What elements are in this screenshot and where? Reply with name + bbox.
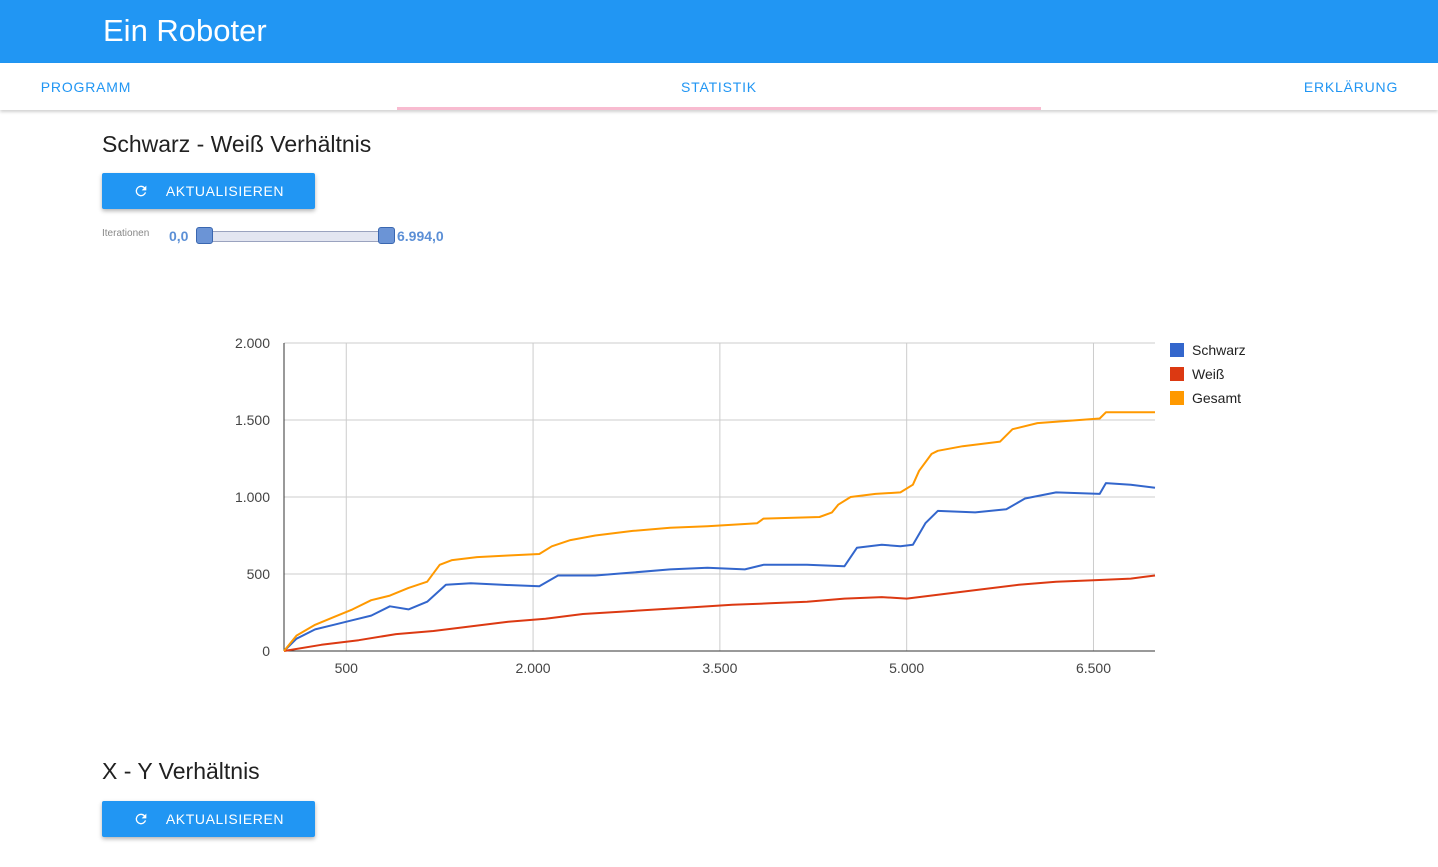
legend-label: Gesamt bbox=[1192, 390, 1242, 406]
chart-svg: 0 500 1.000 1.500 2.000 500 2.000 3.500 5.000 6.5… bbox=[235, 335, 1156, 676]
series-line-weiss bbox=[283, 574, 1156, 652]
tab-erklaerung[interactable]: ERKLÄRUNG bbox=[1303, 78, 1399, 95]
tab-statistik[interactable]: STATISTIK bbox=[681, 78, 757, 95]
app-bar: Ein Roboter bbox=[0, 0, 1438, 63]
tab-bar: PROGRAMM STATISTIK ERKLÄRUNG bbox=[0, 63, 1438, 110]
refresh-button-label: AKTUALISIEREN bbox=[165, 811, 285, 827]
tab-programm[interactable]: PROGRAMM bbox=[40, 78, 132, 95]
y-tick-label: 1.000 bbox=[235, 489, 270, 505]
refresh-icon bbox=[133, 811, 149, 827]
slider-max-handle[interactable] bbox=[378, 227, 395, 244]
slider-track[interactable] bbox=[202, 231, 387, 242]
iterations-range-slider: Iterationen 0,0 6.994,0 bbox=[102, 226, 502, 246]
section-title-schwarz-weiss: Schwarz - Weiß Verhältnis bbox=[102, 131, 372, 157]
schwarz-weiss-chart: 0 500 1.000 1.500 2.000 500 2.000 3.500 5.000 6.5… bbox=[0, 300, 1438, 700]
active-tab-indicator bbox=[397, 107, 1041, 110]
series-line-gesamt bbox=[283, 411, 1155, 652]
legend-label: Schwarz bbox=[1192, 342, 1246, 358]
x-tick-label: 5.000 bbox=[889, 660, 924, 676]
y-tick-label: 1.500 bbox=[235, 412, 270, 428]
app-title: Ein Roboter bbox=[103, 13, 267, 48]
x-tick-label: 6.500 bbox=[1076, 660, 1111, 676]
series-line-schwarz bbox=[283, 482, 1156, 652]
legend-swatch bbox=[1170, 343, 1184, 357]
y-tick-label: 2.000 bbox=[235, 335, 270, 351]
refresh-button-schwarz-weiss[interactable]: AKTUALISIEREN bbox=[102, 173, 315, 209]
section-title-x-y: X - Y Verhältnis bbox=[102, 758, 260, 784]
refresh-icon bbox=[133, 183, 149, 199]
legend-label: Weiß bbox=[1192, 366, 1225, 382]
x-tick-label: 3.500 bbox=[702, 660, 737, 676]
y-tick-label: 500 bbox=[247, 566, 271, 582]
refresh-button-x-y[interactable]: AKTUALISIEREN bbox=[102, 801, 315, 837]
slider-min-handle[interactable] bbox=[196, 227, 213, 244]
slider-label: Iterationen bbox=[102, 228, 150, 239]
refresh-button-label: AKTUALISIEREN bbox=[165, 183, 285, 199]
x-tick-label: 2.000 bbox=[516, 660, 551, 676]
legend-swatch bbox=[1170, 391, 1184, 405]
legend-swatch bbox=[1170, 367, 1184, 381]
slider-max-value: 6.994,0 bbox=[397, 228, 444, 244]
x-tick-label: 500 bbox=[335, 660, 359, 676]
slider-min-value: 0,0 bbox=[169, 228, 189, 244]
y-tick-label: 0 bbox=[262, 643, 270, 659]
